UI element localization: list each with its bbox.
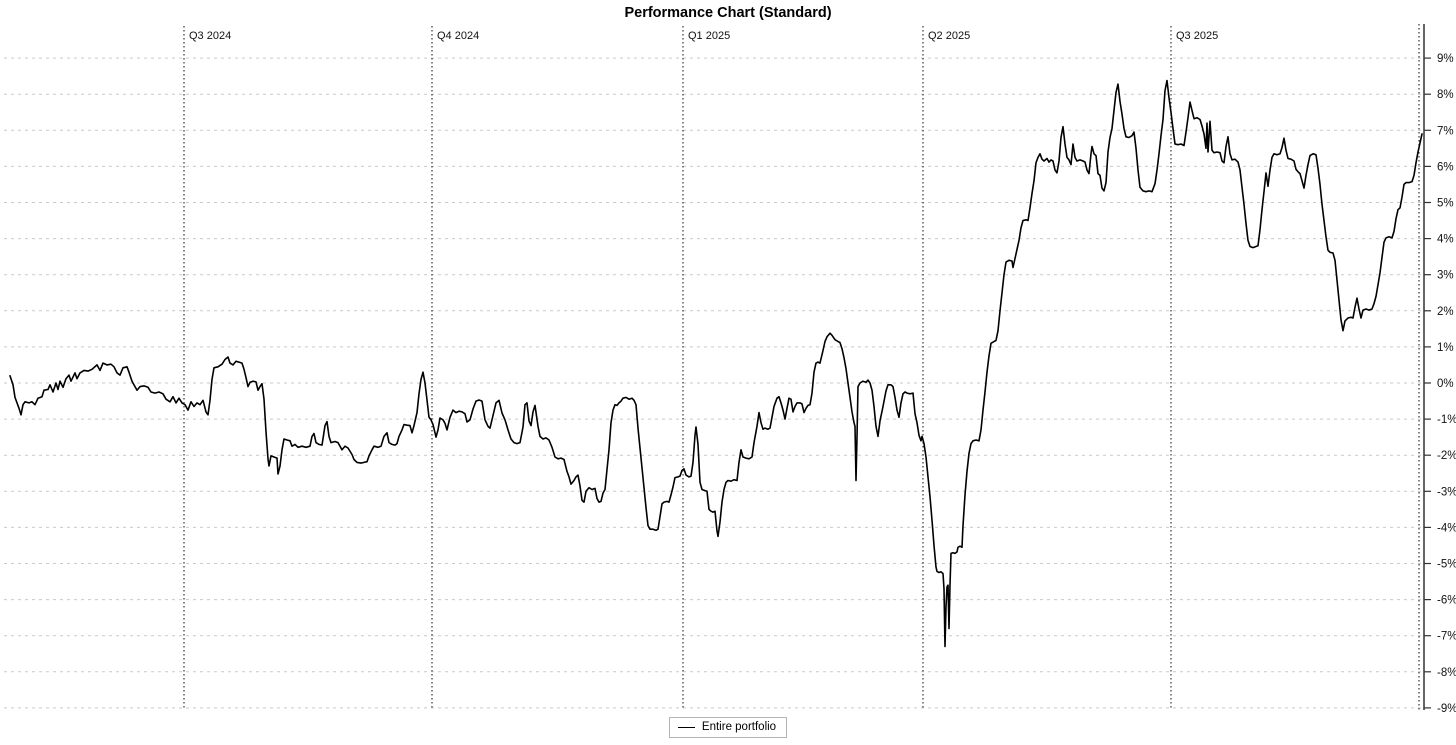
y-tick-label: -8% <box>1437 667 1456 679</box>
y-tick-label: 3% <box>1437 270 1454 282</box>
y-tick-label: 7% <box>1437 125 1454 137</box>
y-tick-label: 4% <box>1437 234 1454 246</box>
y-tick-label: -2% <box>1437 450 1456 462</box>
quarter-marker-label: Q1 2025 <box>688 30 730 42</box>
y-tick-label: -4% <box>1437 522 1456 534</box>
legend-label: Entire portfolio <box>701 721 777 733</box>
y-tick-label: -5% <box>1437 559 1456 571</box>
y-tick-label: 8% <box>1437 89 1454 101</box>
chart-title: Performance Chart (Standard) <box>624 5 832 21</box>
series-line-entire-portfolio <box>9 79 1423 648</box>
y-tick-label: 0% <box>1437 378 1454 390</box>
y-tick-label: -9% <box>1437 703 1456 715</box>
quarter-marker-label: Q4 2024 <box>437 30 479 42</box>
y-tick-label: -6% <box>1437 595 1456 607</box>
y-tick-label: 1% <box>1437 342 1454 354</box>
quarter-marker-label: Q3 2024 <box>189 30 231 42</box>
quarter-marker-label: Q2 2025 <box>928 30 970 42</box>
y-tick-label: -3% <box>1437 486 1456 498</box>
y-tick-label: -7% <box>1437 631 1456 643</box>
y-tick-label: 2% <box>1437 306 1454 318</box>
y-tick-label: 6% <box>1437 161 1454 173</box>
legend-item-entire-portfolio[interactable]: Entire portfolio <box>668 717 788 738</box>
quarter-marker-label: Q3 2025 <box>1176 30 1218 42</box>
legend-line-swatch <box>677 726 695 728</box>
y-tick-label: 5% <box>1437 198 1454 210</box>
y-tick-label: -1% <box>1437 414 1456 426</box>
legend: Entire portfolio <box>0 717 1456 738</box>
y-tick-label: 9% <box>1437 53 1454 65</box>
